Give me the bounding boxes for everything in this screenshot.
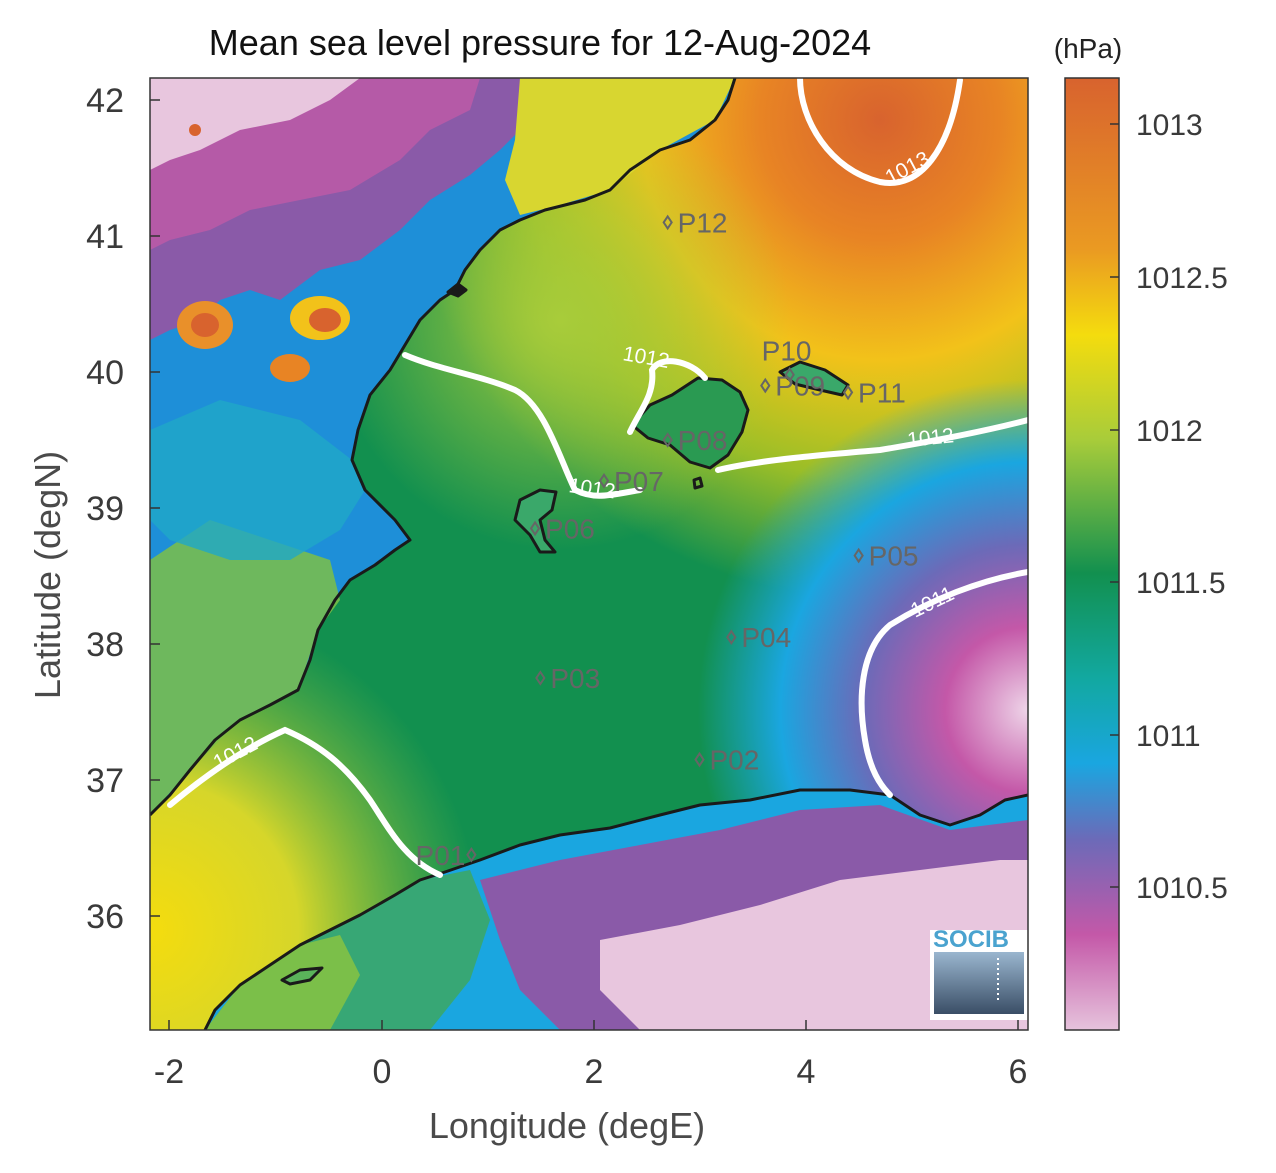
station-marker <box>598 472 610 489</box>
x-tick-label: 4 <box>797 1053 816 1091</box>
y-tick-label: 42 <box>86 82 124 120</box>
iberia-green-coast <box>150 520 340 815</box>
africa-coastline <box>203 788 1028 1030</box>
y-tick-label: 40 <box>86 354 124 392</box>
isobar-1012-north <box>402 352 643 499</box>
y-tick-label: 39 <box>86 490 124 528</box>
colorbar-tick-label: 1011.5 <box>1136 567 1226 600</box>
station-p11: P11 <box>842 377 906 408</box>
station-marker <box>784 366 795 383</box>
isobar-1012-south <box>167 726 443 878</box>
station-p03: P03 <box>535 663 600 694</box>
station-label: P11 <box>858 377 906 408</box>
station-label: P04 <box>741 622 791 653</box>
station-label: P05 <box>869 541 919 572</box>
x-tick-label: 2 <box>585 1053 604 1091</box>
colorbar: 1013 1012.5 1012 1011.5 1011 1010.5 <box>1064 77 1228 1031</box>
station-p08: P08 <box>662 425 728 456</box>
station-marker <box>466 846 477 863</box>
isobar-1011 <box>858 569 1028 798</box>
africa-pale <box>600 860 1028 1030</box>
station-p10: P10 <box>762 336 812 383</box>
x-tick-label: 0 <box>373 1053 392 1091</box>
station-label: P10 <box>762 336 812 367</box>
ibiza <box>515 490 556 552</box>
station-label: P06 <box>545 513 595 544</box>
socib-logo: SOCIB <box>930 926 1028 1020</box>
station-marker <box>535 670 546 686</box>
y-tick-label: 38 <box>86 626 124 664</box>
station-marker <box>662 432 673 448</box>
colorbar-tick-label: 1013 <box>1136 109 1203 142</box>
x-tick-label: 6 <box>1009 1053 1028 1091</box>
station-marker <box>842 384 854 401</box>
station-marker <box>760 377 771 394</box>
colorbar-unit: (hPa) <box>1054 33 1122 64</box>
station-p12: P12 <box>662 207 728 238</box>
colorbar-tick-label: 1010.5 <box>1136 872 1228 905</box>
socib-logo-image <box>934 952 1024 1014</box>
y-axis: 42 41 40 39 38 37 36 Latitude (degN) <box>27 82 160 936</box>
iberia-teal-band <box>150 400 365 560</box>
x-axis-label: Longitude (degE) <box>429 1105 705 1146</box>
y-axis-label: Latitude (degN) <box>27 451 68 699</box>
station-p07: P07 <box>598 466 664 497</box>
coastlines <box>150 78 1028 1030</box>
station-p09: P09 <box>760 371 825 402</box>
station-label: P09 <box>775 371 825 402</box>
station-label: P02 <box>710 745 760 776</box>
colorbar-tick-label: 1011 <box>1136 720 1201 753</box>
station-label: P03 <box>550 663 600 694</box>
colorbar-tick-label: 1012 <box>1136 415 1203 448</box>
isobars <box>167 78 1028 878</box>
station-p06: P06 <box>529 513 595 544</box>
station-p02: P02 <box>694 745 760 776</box>
socib-logo-text: SOCIB <box>933 926 1009 953</box>
alboran-coastline <box>280 966 324 986</box>
africa-lightgreen <box>205 935 360 1030</box>
y-tick-label: 37 <box>86 762 124 800</box>
station-marker <box>529 520 541 537</box>
station-marker <box>662 214 673 231</box>
station-label: P08 <box>678 425 728 456</box>
map-area: 1013 1012 1012 1012 1012 1011 P01P02P03P… <box>150 78 1028 1030</box>
catalonia-yellow <box>505 78 735 215</box>
y-tick-label: 36 <box>86 898 124 936</box>
station-label: P07 <box>614 466 664 497</box>
station-label: P01 <box>416 840 466 871</box>
station-p01: P01 <box>416 840 477 871</box>
isobar-1012-balearic <box>627 358 708 435</box>
station-p04: P04 <box>726 622 791 653</box>
map-frame <box>149 77 1029 1031</box>
iberia-pale-area <box>150 78 360 170</box>
x-tick-label: -2 <box>154 1053 184 1091</box>
station-marker <box>726 629 737 646</box>
isobar-1013 <box>797 78 963 186</box>
menorca <box>780 362 848 395</box>
x-axis: -2 0 2 4 6 Longitude (degE) <box>154 1020 1028 1146</box>
station-marker <box>853 547 864 564</box>
station-markers: P01 P02 P03 P04 P05 P06 P07 P08 P09 P10 P11 P12 <box>416 207 919 870</box>
cabrera-coastline <box>692 476 704 490</box>
mallorca-coastline <box>630 376 750 470</box>
isobar-1012-east <box>715 417 1028 473</box>
station-label: P12 <box>678 207 728 238</box>
iberia-hot-spots <box>177 124 350 382</box>
alboran-island <box>282 968 322 984</box>
ebro-delta <box>446 282 468 298</box>
ibiza-coastline <box>513 488 558 554</box>
station-marker <box>694 751 705 768</box>
contour-label-1012-east: 1012 <box>906 424 955 452</box>
iberia-coastline <box>150 78 737 817</box>
station-p05: P05 <box>853 541 919 572</box>
colorbar-gradient <box>1064 77 1120 1031</box>
chart-title: Mean sea level pressure for 12-Aug-2024 <box>209 22 871 63</box>
y-tick-label: 41 <box>86 218 124 256</box>
colorbar-tick-label: 1012.5 <box>1136 262 1228 295</box>
